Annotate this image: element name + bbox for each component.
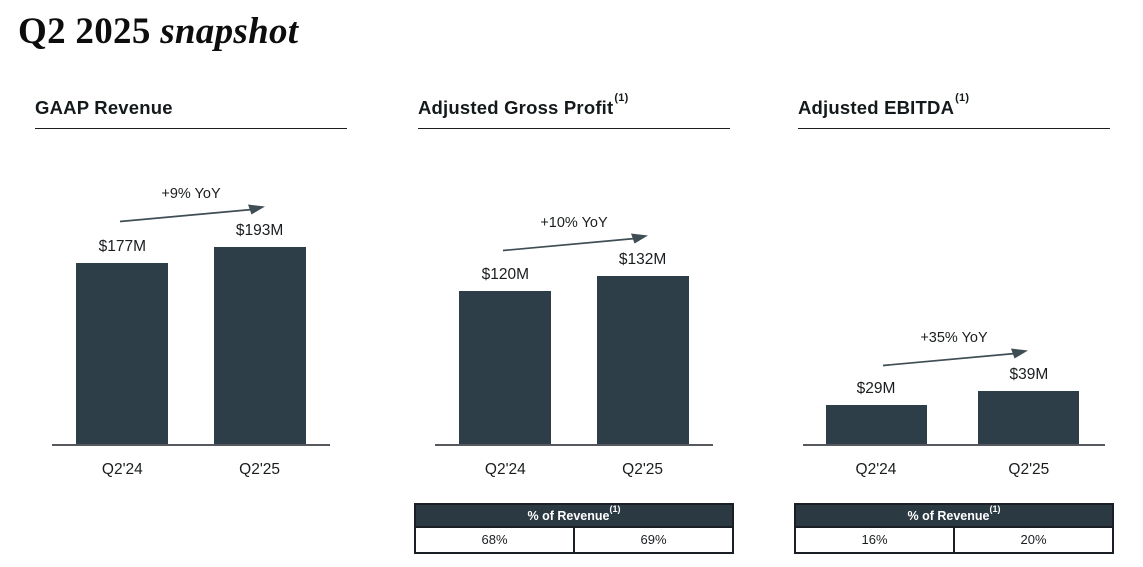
bar-value-label-q2-25: $193M: [235, 222, 284, 239]
bar-value-label-q2-25: $39M: [1009, 366, 1049, 383]
category-label-q2-25: Q2'25: [239, 461, 281, 478]
section-title-text: Adjusted Gross Profit: [418, 97, 614, 118]
bar-value-label-q2-24: $120M: [481, 266, 530, 283]
section-title-adjusted-ebitda: Adjusted EBITDA(1): [798, 92, 1110, 129]
pct-of-revenue-table: % of Revenue(1) 68% 69%: [414, 503, 734, 555]
adjusted-gross-profit-chart: $120M Q2'24 $132M Q2'25 +10% YoY: [418, 129, 730, 479]
category-label-q2-25: Q2'25: [622, 461, 664, 478]
bar-q2-25: [213, 247, 306, 444]
x-axis-line: [435, 444, 713, 446]
pct-of-revenue-table-row: 16% 20%: [796, 526, 1112, 553]
slide-title-regular: Q2 2025: [18, 11, 161, 52]
growth-arrow-icon: [882, 348, 1028, 367]
section-title-adjusted-gross-profit: Adjusted Gross Profit(1): [418, 92, 730, 129]
growth-arrow-icon: [502, 233, 648, 252]
gaap-revenue-chart: $177M Q2'24 $193M Q2'25 +9% YoY: [35, 129, 347, 479]
footnote-ref: (1): [614, 91, 629, 104]
slide-title: Q2 2025 snapshot: [18, 10, 298, 53]
section-title-text: Adjusted EBITDA: [798, 97, 955, 118]
bar-value-label-q2-24: $177M: [98, 238, 147, 255]
bar-value-label-q2-24: $29M: [856, 380, 896, 397]
pct-of-revenue-value-q224: 16%: [861, 532, 888, 548]
slide-title-italic: snapshot: [160, 11, 299, 52]
pct-of-revenue-value-q225: 69%: [573, 528, 732, 553]
bar-q2-25: [978, 391, 1080, 444]
footnote-ref: (1): [609, 504, 621, 514]
bar-value-label-q2-25: $132M: [618, 251, 667, 268]
adjusted-ebitda-panel: Adjusted EBITDA(1) $29M Q2'24 $39M Q2'25 +35…: [794, 92, 1114, 555]
category-label-q2-24: Q2'24: [855, 461, 897, 478]
bar-q2-25: [596, 276, 689, 444]
pct-of-revenue-table-header: % of Revenue(1): [416, 504, 732, 527]
pct-of-revenue-value-q224: 68%: [481, 532, 508, 548]
category-label-q2-24: Q2'24: [101, 461, 143, 478]
pct-of-revenue-header-text: % of Revenue: [907, 509, 990, 524]
x-axis-line: [803, 444, 1105, 446]
pct-of-revenue-table: % of Revenue(1) 16% 20%: [794, 503, 1114, 555]
yoy-growth-annotation: +9% YoY: [35, 186, 347, 225]
pct-of-revenue-header-text: % of Revenue: [527, 509, 610, 524]
bar-q2-24: [459, 291, 552, 444]
yoy-growth-label: +9% YoY: [161, 186, 221, 202]
adjusted-ebitda-chart: $29M Q2'24 $39M Q2'25 +35% YoY: [798, 129, 1110, 479]
section-title-text: GAAP Revenue: [35, 97, 173, 118]
yoy-growth-annotation: +10% YoY: [418, 215, 730, 254]
growth-arrow-icon: [119, 204, 265, 223]
pct-of-revenue-table-row: 68% 69%: [416, 526, 732, 553]
pct-of-revenue-value-q225: 20%: [953, 528, 1112, 553]
gaap-revenue-panel: GAAP Revenue $177M Q2'24 $193M Q2'25 +9% YoY: [35, 97, 347, 479]
adjusted-gross-profit-panel: Adjusted Gross Profit(1) $120M Q2'24 $132M…: [414, 92, 734, 555]
pct-of-revenue-table-header: % of Revenue(1): [796, 504, 1112, 527]
category-label-q2-24: Q2'24: [484, 461, 526, 478]
yoy-growth-label: +35% YoY: [920, 330, 988, 346]
bar-q2-24: [825, 405, 927, 444]
yoy-growth-label: +10% YoY: [540, 215, 608, 231]
footnote-ref: (1): [989, 504, 1001, 514]
x-axis-line: [52, 444, 330, 446]
yoy-growth-annotation: +35% YoY: [798, 330, 1110, 369]
section-title-gaap-revenue: GAAP Revenue: [35, 97, 347, 129]
footnote-ref: (1): [955, 91, 970, 104]
category-label-q2-25: Q2'25: [1008, 461, 1050, 478]
bar-q2-24: [76, 263, 169, 444]
